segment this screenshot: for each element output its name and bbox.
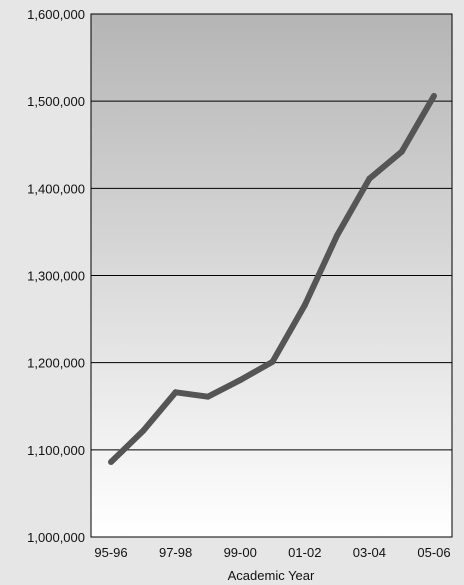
y-tick-label: 1,300,000: [27, 269, 85, 284]
y-tick-label: 1,200,000: [27, 356, 85, 371]
x-tick-label: 97-98: [159, 545, 192, 560]
data-point: [237, 377, 244, 384]
x-axis-title: Academic Year: [228, 568, 315, 583]
x-axis-ticks: 95-96 97-98 99-00 01-02 03-04 05-06: [94, 545, 450, 560]
data-point: [204, 393, 211, 400]
y-tick-label: 1,500,000: [27, 94, 85, 109]
data-point: [172, 389, 179, 396]
x-tick-label: 01-02: [288, 545, 321, 560]
data-point: [140, 427, 147, 434]
data-point: [431, 92, 437, 99]
y-tick-label: 1,100,000: [27, 443, 85, 458]
y-tick-label: 1,000,000: [27, 530, 85, 545]
x-tick-label: 05-06: [417, 545, 450, 560]
x-tick-label: 03-04: [353, 545, 386, 560]
data-point: [398, 148, 405, 155]
y-axis-ticks: 1,000,000 1,100,000 1,200,000 1,300,000 1,40…: [27, 7, 85, 545]
data-point: [108, 459, 114, 466]
series-layer: [108, 92, 437, 466]
y-tick-label: 1,600,000: [27, 7, 85, 22]
data-point: [334, 232, 341, 239]
data-point: [301, 302, 308, 309]
y-tick-label: 1,400,000: [27, 181, 85, 196]
x-tick-label: 99-00: [224, 545, 257, 560]
data-point: [366, 175, 373, 182]
data-point: [269, 358, 276, 365]
x-tick-label: 95-96: [94, 545, 127, 560]
